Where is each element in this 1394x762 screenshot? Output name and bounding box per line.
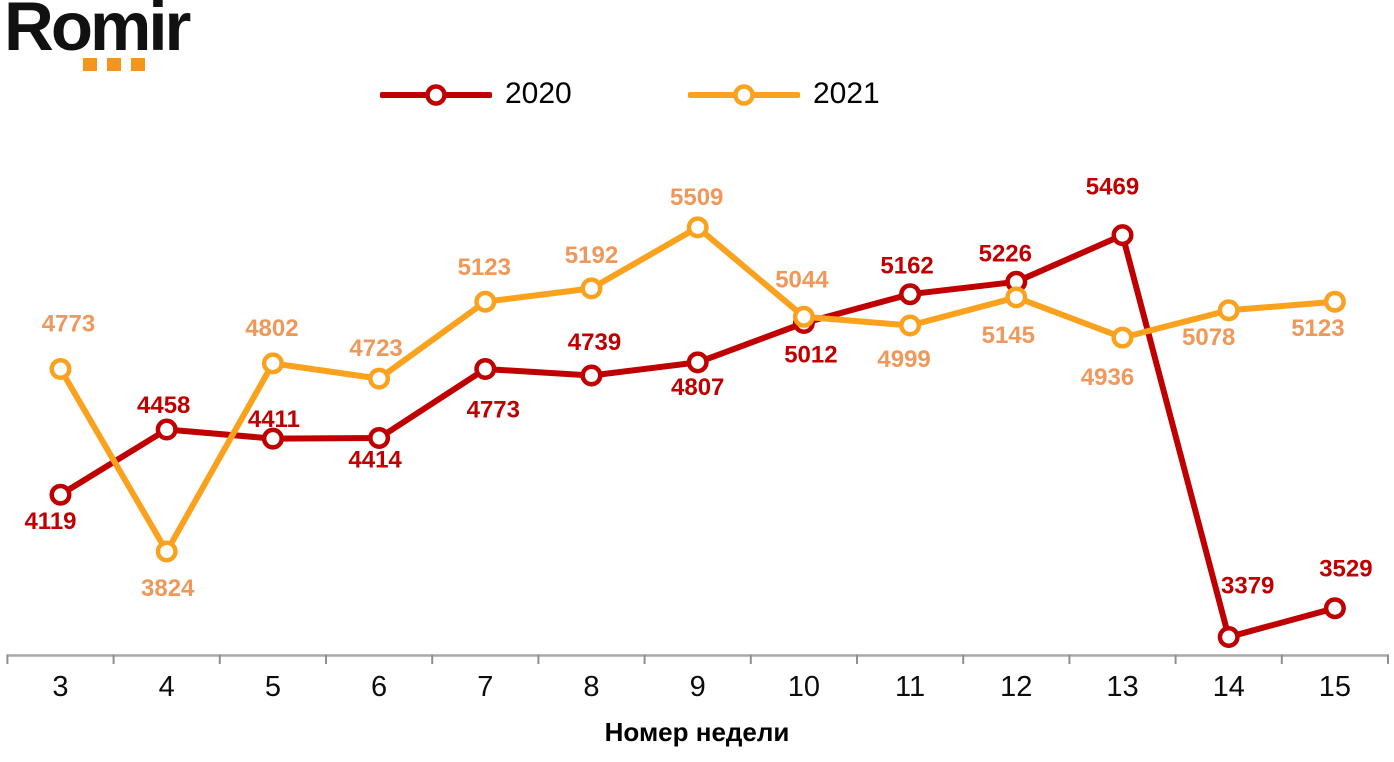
x-tick-label: 12 [1000, 671, 1032, 703]
romir-logo: Romir [4, 0, 191, 71]
x-tick-label: 11 [895, 671, 925, 703]
data-label-2021: 4723 [349, 335, 402, 362]
data-label-2021: 4802 [245, 315, 298, 342]
legend-label-2020: 2020 [505, 77, 572, 110]
data-label-2021: 5192 [565, 242, 618, 269]
x-tick-label: 8 [583, 671, 599, 703]
data-point-marker-2021 [155, 540, 178, 563]
data-point-marker-2020 [899, 283, 922, 306]
data-point-marker-2020 [580, 364, 603, 387]
data-label-2020: 4773 [467, 397, 520, 424]
x-axis-title: Номер недели [604, 717, 790, 747]
data-label-2020: 3379 [1221, 573, 1274, 600]
data-point-marker-2020 [1323, 597, 1346, 620]
x-tick-label: 5 [265, 671, 281, 703]
data-point-marker-2020 [686, 351, 709, 374]
data-point-marker-2021 [899, 314, 922, 337]
data-point-marker-2021 [1323, 290, 1346, 313]
legend-item-2020: 2020 [380, 77, 572, 110]
logo-dot-icon [83, 58, 97, 71]
data-label-2020: 5226 [979, 240, 1032, 267]
data-label-2021: 4773 [42, 311, 95, 338]
data-point-marker-2020 [155, 418, 178, 441]
x-tick-label: 14 [1213, 671, 1245, 703]
data-label-2020: 4414 [348, 447, 402, 474]
data-label-2021: 4936 [1081, 364, 1134, 391]
data-point-marker-2021 [1005, 286, 1028, 309]
data-point-marker-2020 [474, 358, 497, 380]
data-point-marker-2021 [261, 352, 284, 375]
x-axis-title-wrap: Номер недели [0, 717, 1394, 748]
data-label-2021: 5078 [1182, 324, 1235, 351]
data-label-2021: 5509 [670, 184, 723, 211]
data-point-marker-2021 [686, 216, 709, 239]
data-label-2021: 5123 [1291, 315, 1344, 342]
data-point-marker-2020 [1217, 626, 1240, 648]
x-tick-label: 3 [52, 671, 68, 703]
x-tick-label: 4 [159, 671, 175, 703]
legend-line-marker-icon [380, 84, 492, 106]
data-label-2021: 5123 [458, 254, 511, 281]
data-point-marker-2021 [474, 290, 497, 313]
data-label-2020: 5012 [784, 342, 837, 369]
data-point-marker-2021 [580, 277, 603, 300]
romir-logo-dots-icon [83, 58, 145, 71]
x-tick-label: 6 [371, 671, 387, 703]
data-point-marker-2021 [49, 358, 72, 380]
data-point-marker-2020 [368, 427, 391, 449]
data-point-marker-2021 [1111, 326, 1134, 349]
data-label-2020: 5469 [1086, 174, 1139, 201]
x-tick-label: 7 [477, 671, 493, 703]
series-line-2020 [57, 232, 1338, 640]
data-label-2020: 4739 [568, 329, 621, 356]
data-label-2020: 4411 [248, 406, 300, 433]
x-tick-label: 9 [690, 671, 706, 703]
data-point-marker-2020 [261, 427, 284, 450]
data-label-2020: 5162 [880, 253, 933, 280]
logo-dot-icon [131, 58, 145, 71]
data-label-2021: 5145 [982, 322, 1035, 349]
x-tick-label: 10 [788, 671, 820, 703]
data-label-2020: 4458 [137, 392, 190, 419]
romir-logo-text: Romir [4, 0, 191, 65]
data-label-2020: 4119 [24, 508, 76, 535]
x-tick-label: 13 [1106, 671, 1138, 703]
logo-dot-icon [107, 58, 121, 71]
data-point-marker-2021 [368, 367, 391, 390]
legend-line-marker-icon [688, 84, 800, 106]
data-point-marker-2021 [1217, 299, 1240, 322]
x-tick-label: 15 [1319, 671, 1351, 703]
data-point-marker-2021 [792, 305, 815, 328]
legend-label-2021: 2021 [813, 77, 880, 110]
data-label-2021: 3824 [141, 575, 195, 602]
data-label-2021: 5044 [775, 266, 829, 293]
data-point-marker-2020 [1111, 224, 1134, 247]
data-label-2020: 4807 [671, 374, 724, 401]
data-point-marker-2020 [49, 483, 72, 506]
data-label-2020: 3529 [1319, 556, 1372, 583]
data-label-2021: 4999 [877, 346, 930, 373]
legend-item-2021: 2021 [688, 77, 880, 110]
